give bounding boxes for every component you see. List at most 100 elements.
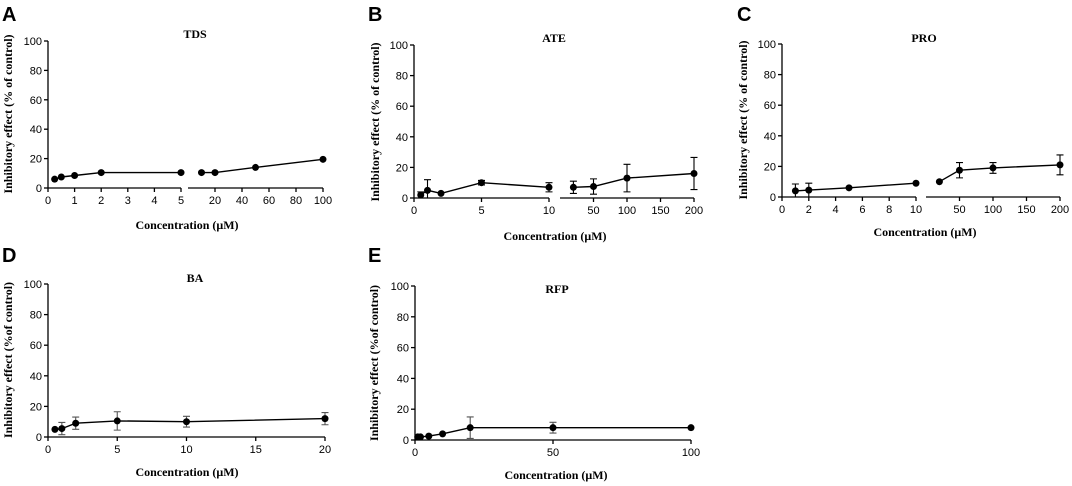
x-tick-label-c: 50 xyxy=(953,204,965,216)
x-tick-label-d: 15 xyxy=(250,444,262,456)
y-axis-label-e: Inhibitory effect (%of control) xyxy=(367,285,381,441)
data-point-d xyxy=(72,419,80,427)
series-line-b xyxy=(573,172,695,188)
y-tick-label-d: 80 xyxy=(30,310,42,322)
data-point-c xyxy=(935,178,943,186)
data-point-a xyxy=(177,169,185,177)
y-tick-label-e: 60 xyxy=(397,343,409,355)
data-point-b xyxy=(590,183,597,191)
series-line-a xyxy=(201,158,324,174)
y-tick-label-c: 40 xyxy=(764,131,776,143)
x-tick-label-b: 150 xyxy=(651,205,669,217)
data-point-e xyxy=(466,424,474,432)
x-tick-label-c: 4 xyxy=(833,204,839,216)
x-tick-label-a: 20 xyxy=(209,195,221,207)
x-tick-label-b: 0 xyxy=(411,205,417,217)
y-tick-label-e: 40 xyxy=(397,373,409,385)
data-point-d xyxy=(51,425,59,433)
x-tick-label-d: 0 xyxy=(45,444,51,456)
data-point-e xyxy=(417,433,425,441)
data-point-c xyxy=(1056,161,1064,169)
panel-letter-c: C xyxy=(737,4,751,26)
y-tick-label-c: 100 xyxy=(758,39,776,51)
y-tick-label-e: 80 xyxy=(397,312,409,324)
chart-title-d: BA xyxy=(187,271,204,285)
chart-title-a: TDS xyxy=(183,27,207,41)
data-point-e xyxy=(549,424,557,432)
data-point-c xyxy=(845,184,853,192)
x-axis-label-b: Concentration (μM) xyxy=(503,229,606,243)
x-tick-label-a: 1 xyxy=(72,195,78,207)
x-tick-label-c: 200 xyxy=(1051,204,1069,216)
data-point-b xyxy=(569,183,577,191)
y-tick-label-e: 0 xyxy=(403,435,409,447)
panel-letter-b: B xyxy=(368,4,382,26)
y-tick-label-b: 80 xyxy=(396,71,408,83)
x-tick-label-b: 100 xyxy=(618,205,636,217)
x-tick-label-a: 5 xyxy=(178,195,184,207)
x-axis-label-d: Concentration (μM) xyxy=(135,465,238,479)
chart-panel-b: ATE Concentration (μM) Inhibitory effect (… xyxy=(368,31,703,243)
x-tick-label-a: 0 xyxy=(45,195,51,207)
x-tick-label-a: 40 xyxy=(236,195,248,207)
data-point-b xyxy=(478,179,485,187)
panel-letter-d: D xyxy=(2,245,16,267)
chart-panel-a: TDS Concentration (μM) Inhibitory effect (… xyxy=(1,27,332,232)
chart-panel-c: PRO Concentration (μM) Inhibitory effect (… xyxy=(736,31,1069,239)
data-point-c xyxy=(791,187,799,195)
x-tick-label-c: 2 xyxy=(806,204,812,216)
x-axis-label-e: Concentration (μM) xyxy=(504,468,607,482)
y-tick-label-d: 40 xyxy=(30,371,42,383)
data-point-b xyxy=(437,189,445,197)
y-tick-label-d: 20 xyxy=(30,401,42,413)
data-point-e xyxy=(687,424,695,432)
y-tick-label-b: 20 xyxy=(396,162,408,174)
data-point-b xyxy=(545,183,553,191)
x-tick-label-c: 100 xyxy=(984,204,1002,216)
x-tick-label-a: 3 xyxy=(125,195,131,207)
x-tick-label-a: 2 xyxy=(98,195,104,207)
x-tick-label-e: 50 xyxy=(547,447,559,459)
y-tick-label-e: 20 xyxy=(397,404,409,416)
data-point-c xyxy=(912,179,920,187)
data-point-a xyxy=(57,173,65,181)
y-axis-label-d: Inhibitory effect (%of control) xyxy=(1,282,15,438)
data-point-e xyxy=(439,430,447,438)
y-tick-label-a: 80 xyxy=(30,65,42,77)
data-point-b xyxy=(417,191,425,199)
data-point-c xyxy=(956,166,963,174)
data-point-d xyxy=(183,418,190,426)
x-tick-label-c: 6 xyxy=(859,204,865,216)
data-point-a xyxy=(252,163,259,171)
x-tick-label-a: 100 xyxy=(314,195,332,207)
y-tick-label-c: 20 xyxy=(764,161,776,173)
x-tick-label-b: 200 xyxy=(685,205,703,217)
panel-letter-a: A xyxy=(2,4,16,26)
y-tick-label-a: 40 xyxy=(30,124,42,136)
y-tick-label-a: 60 xyxy=(30,95,42,107)
data-point-c xyxy=(805,186,813,194)
series-line-d xyxy=(54,417,326,431)
y-axis-label-a: Inhibitory effect (% of control) xyxy=(1,34,15,193)
y-tick-label-b: 0 xyxy=(402,193,408,205)
x-tick-label-d: 10 xyxy=(180,444,192,456)
data-point-a xyxy=(51,175,59,183)
x-axis-label-c: Concentration (μM) xyxy=(873,225,976,239)
y-tick-label-d: 60 xyxy=(30,340,42,352)
data-point-c xyxy=(989,164,997,172)
data-point-d xyxy=(113,417,121,425)
y-tick-label-a: 0 xyxy=(36,183,42,195)
x-tick-label-c: 10 xyxy=(910,204,922,216)
data-point-d xyxy=(321,415,329,423)
x-tick-label-b: 50 xyxy=(587,205,599,217)
data-point-e xyxy=(425,432,433,440)
y-tick-label-a: 100 xyxy=(24,36,42,48)
y-tick-label-c: 0 xyxy=(770,192,776,204)
y-tick-label-b: 40 xyxy=(396,132,408,144)
y-tick-label-b: 60 xyxy=(396,101,408,113)
x-tick-label-b: 10 xyxy=(543,205,555,217)
x-tick-label-c: 8 xyxy=(886,204,892,216)
chart-title-c: PRO xyxy=(911,31,936,45)
data-point-a xyxy=(319,155,327,163)
